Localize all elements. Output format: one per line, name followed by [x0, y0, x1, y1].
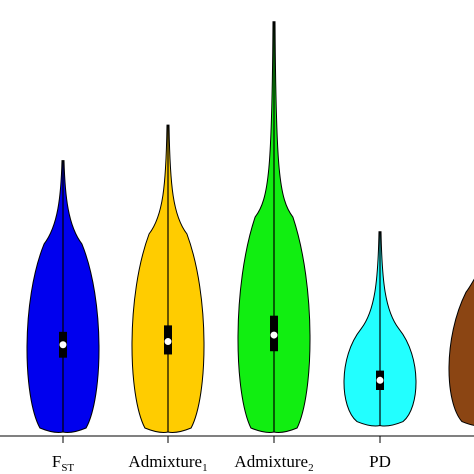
violin-median-dot [164, 338, 172, 346]
violin-5 [448, 278, 474, 426]
x-tick-label: FST [52, 452, 75, 474]
violin-median-dot [59, 341, 67, 349]
violin-1 [26, 160, 100, 433]
x-tick-label: Admixture1 [128, 452, 207, 474]
violins-group [26, 21, 474, 433]
violin-2 [131, 124, 205, 433]
violin-4 [343, 231, 417, 427]
x-tick-label: PD [369, 452, 391, 471]
x-axis-ticks: FSTAdmixture1Admixture2PDRa [52, 436, 391, 474]
x-tick-label: Admixture2 [234, 452, 313, 474]
violin-median-dot [270, 331, 278, 339]
violin-median-dot [376, 376, 384, 384]
violin-3 [237, 21, 311, 433]
violin-body [448, 278, 474, 426]
